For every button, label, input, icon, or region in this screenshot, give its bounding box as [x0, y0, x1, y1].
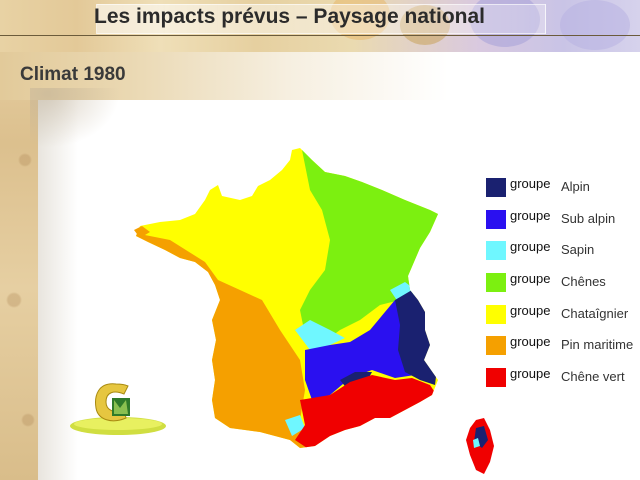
header-banner: Les impacts prévus – Paysage national — [0, 0, 640, 52]
zone-chene-vert — [295, 375, 438, 448]
shade-decor — [30, 88, 120, 148]
zone-sapin — [285, 415, 305, 436]
legend-name: Alpin — [561, 179, 590, 194]
legend-group-label: groupe — [510, 239, 551, 254]
legend-swatch — [486, 273, 506, 292]
legend-name: Chêne vert — [561, 369, 625, 384]
header-divider — [0, 35, 640, 36]
decor-flower — [560, 0, 630, 50]
zone-sub-alpin — [305, 300, 425, 400]
legend-name: Pin maritime — [561, 337, 634, 352]
legend-group-label: groupe — [510, 208, 551, 223]
section-title: Climat 1980 — [20, 64, 126, 85]
legend-group-label: groupe — [510, 176, 551, 191]
subtitle-band — [0, 52, 640, 148]
slide-title: Les impacts prévus – Paysage national — [94, 5, 486, 28]
slide-shadow — [38, 100, 78, 480]
legend-name: Chênes — [561, 274, 606, 289]
legend-group-label: groupe — [510, 366, 551, 381]
legend-swatch — [486, 336, 506, 355]
legend-group-label: groupe — [510, 271, 551, 286]
legend-name: Sub alpin — [561, 211, 616, 226]
zone-sapin — [295, 320, 345, 350]
stylized-c-logo-icon — [70, 383, 166, 435]
legend-name: Sapin — [561, 242, 595, 257]
title-highlight — [96, 4, 546, 34]
legend-swatch — [486, 368, 506, 387]
legend-group-label: groupe — [510, 303, 551, 318]
zone-pin-maritime — [134, 226, 150, 238]
legend-group-label: groupe — [510, 334, 551, 349]
legend-swatch — [486, 210, 506, 229]
legend-name: Chataîgnier — [561, 306, 629, 321]
legend-swatch — [486, 241, 506, 260]
legend-swatch — [486, 305, 506, 324]
corsica-sapin — [473, 438, 480, 448]
legend-swatch — [486, 178, 506, 197]
